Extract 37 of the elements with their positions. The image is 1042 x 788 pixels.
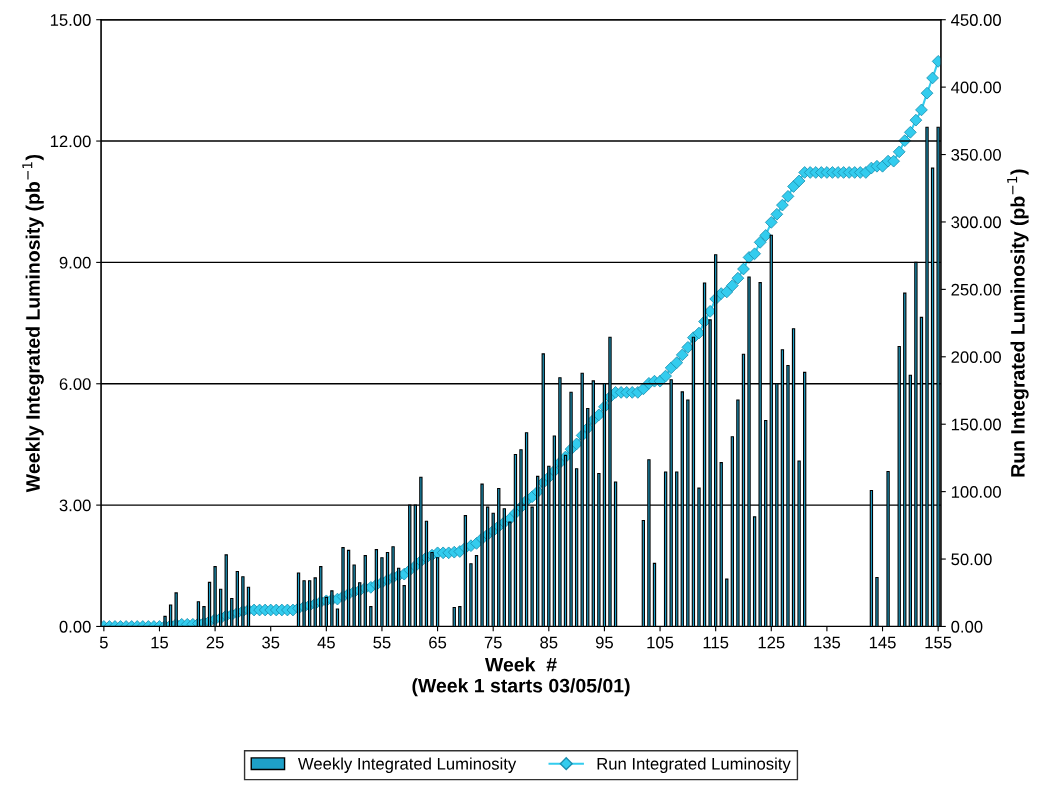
x-tick-label: 95 xyxy=(595,636,613,649)
y2-tick-label: 350.00 xyxy=(951,148,1001,161)
y2-tick-label: 150.00 xyxy=(951,418,1001,431)
y-tick-label: 12.00 xyxy=(50,135,91,148)
x-tick-label: 55 xyxy=(373,636,391,649)
legend-label: Weekly Integrated Luminosity xyxy=(297,757,517,773)
y2-tick-label: 400.00 xyxy=(951,81,1001,94)
x-tick-label: 85 xyxy=(540,636,558,649)
y-tick-label: 9.00 xyxy=(59,256,91,269)
y2-tick-label: 100.00 xyxy=(951,486,1001,498)
y2-tick-label: 50.00 xyxy=(951,553,992,566)
x-tick-label: 35 xyxy=(262,636,280,649)
y-tick-label: 6.00 xyxy=(59,378,91,390)
x-tick-label: 155 xyxy=(925,636,952,649)
y2-axis-title: Run Integrated Luminosity (pb$^{−1}$) xyxy=(1007,169,1029,477)
y2-tick-label: 300.00 xyxy=(951,216,1001,229)
y2-tick-label: 200.00 xyxy=(951,351,1001,363)
x-axis-title: Week # (Week 1 starts 03/05/01) xyxy=(412,657,630,697)
x-tick-label: 145 xyxy=(869,636,896,649)
x-tick-label: 125 xyxy=(758,636,785,649)
x-tick-label: 75 xyxy=(484,636,502,649)
y-tick-label: 15.00 xyxy=(50,14,91,26)
y2-tick-label: 250.00 xyxy=(951,283,1001,296)
y-tick-label: 0.00 xyxy=(59,620,91,633)
x-tick-label: 15 xyxy=(151,636,169,649)
y-tick-label: 3.00 xyxy=(59,499,91,512)
x-tick-label: 105 xyxy=(647,636,674,649)
x-tick-label: 45 xyxy=(317,636,335,649)
y2-tick-label: 450.00 xyxy=(951,14,1001,26)
x-tick-label: 135 xyxy=(814,636,841,649)
y2-tick-label: 0.00 xyxy=(951,620,983,633)
y-axis-title: Weekly Integrated Luminosity (pb$^{−1}$) xyxy=(22,154,44,493)
x-tick-label: 65 xyxy=(429,636,447,649)
x-tick-label: 5 xyxy=(99,636,108,649)
legend-label: Run Integrated Luminosity xyxy=(597,757,791,773)
x-tick-label: 25 xyxy=(206,636,224,649)
x-tick-label: 115 xyxy=(703,636,729,649)
